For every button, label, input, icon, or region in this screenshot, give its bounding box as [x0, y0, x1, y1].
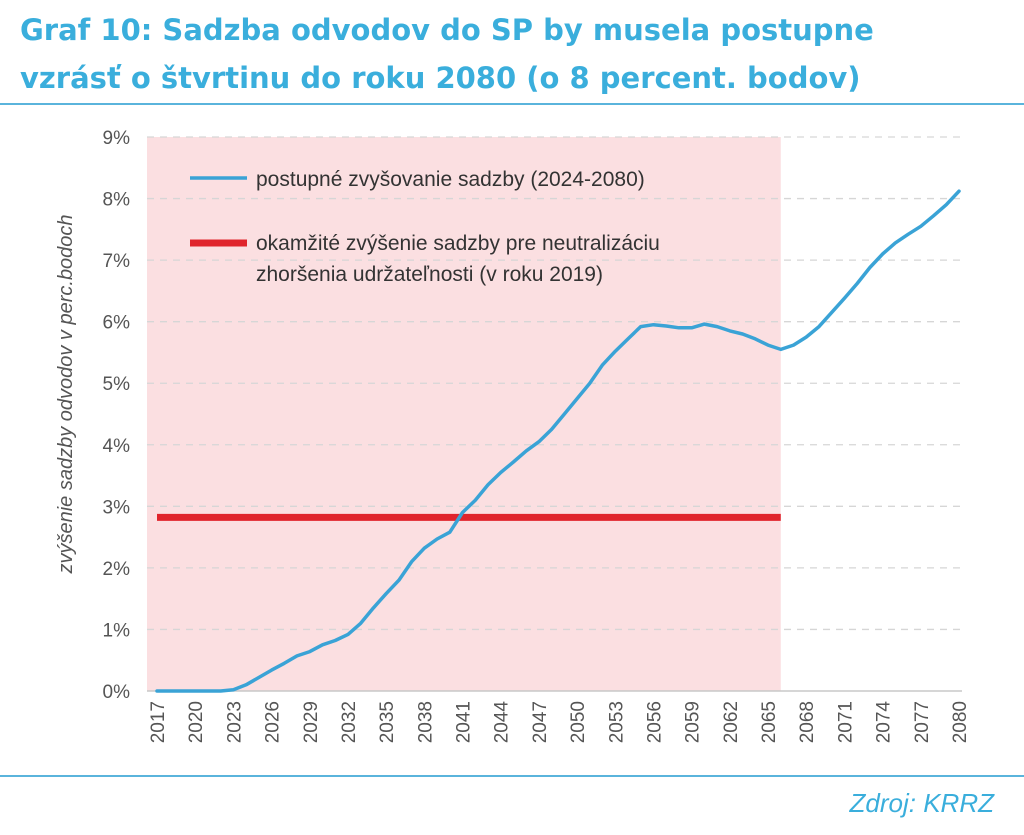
shaded-period-area — [147, 137, 781, 691]
footer-divider — [0, 775, 1024, 777]
x-tick-label: 2020 — [186, 701, 207, 743]
legend-label-gradual-increase: postupné zvyšovanie sadzby (2024-2080) — [256, 168, 645, 191]
x-tick-label: 2080 — [950, 701, 971, 743]
x-tick-label: 2032 — [339, 701, 360, 743]
chart-title-line-2: vzrásť o štvrtinu do roku 2080 (o 8 perc… — [20, 61, 861, 95]
x-tick-label: 2065 — [759, 701, 780, 743]
x-tick-label: 2077 — [912, 701, 933, 743]
x-tick-label: 2056 — [644, 701, 665, 743]
y-tick-label: 7% — [103, 251, 131, 272]
x-tick-label: 2047 — [530, 701, 551, 743]
gridlines — [147, 136, 962, 631]
source-note: Zdroj: KRRZ — [849, 788, 994, 818]
x-tick-label: 2059 — [683, 701, 704, 743]
x-tick-label: 2017 — [148, 701, 169, 743]
x-tick-label: 2071 — [835, 701, 856, 743]
x-tick-label: 2074 — [874, 701, 895, 744]
x-tick-label: 2023 — [224, 701, 245, 743]
x-axis-ticks: 2017 2020 2023 2026 2029 2032 2035 2038 2041 2044… — [148, 701, 971, 744]
x-tick-label: 2026 — [263, 701, 284, 743]
y-tick-label: 6% — [103, 313, 131, 334]
y-tick-label: 3% — [103, 497, 131, 518]
x-tick-label: 2062 — [721, 701, 742, 743]
x-tick-label: 2050 — [568, 701, 589, 743]
y-tick-label: 2% — [103, 559, 131, 580]
x-tick-label: 2053 — [606, 701, 627, 743]
y-axis-label: zvýšenie sadzby odvodov v perc.bodoch — [55, 214, 77, 574]
chart-title: Graf 10: Sadzba odvodov do SP by musela … — [20, 6, 1010, 102]
legend: postupné zvyšovanie sadzby (2024-2080) o… — [190, 168, 660, 286]
x-tick-label: 2041 — [454, 701, 475, 743]
x-tick-label: 2029 — [301, 701, 322, 743]
chart-title-line-1: Graf 10: Sadzba odvodov do SP by musela … — [20, 13, 874, 47]
y-tick-label: 0% — [103, 682, 131, 703]
y-tick-label: 5% — [103, 374, 131, 395]
series-line-gradual-increase — [155, 189, 961, 693]
y-tick-label: 1% — [103, 620, 131, 641]
y-axis-ticks: 0% 1% 2% 3% 4% 5% 6% 7% 8% 9% — [103, 128, 131, 703]
title-divider — [0, 103, 1024, 105]
legend-label-immediate-increase: okamžité zvýšenie sadzby pre neutralizác… — [256, 232, 660, 286]
x-tick-label: 2038 — [415, 701, 436, 743]
x-tick-label: 2035 — [377, 701, 398, 743]
y-tick-label: 8% — [103, 190, 131, 211]
x-tick-label: 2044 — [492, 701, 513, 744]
y-tick-label: 4% — [103, 436, 131, 457]
x-tick-label: 2068 — [797, 701, 818, 743]
y-tick-label: 9% — [103, 128, 131, 149]
